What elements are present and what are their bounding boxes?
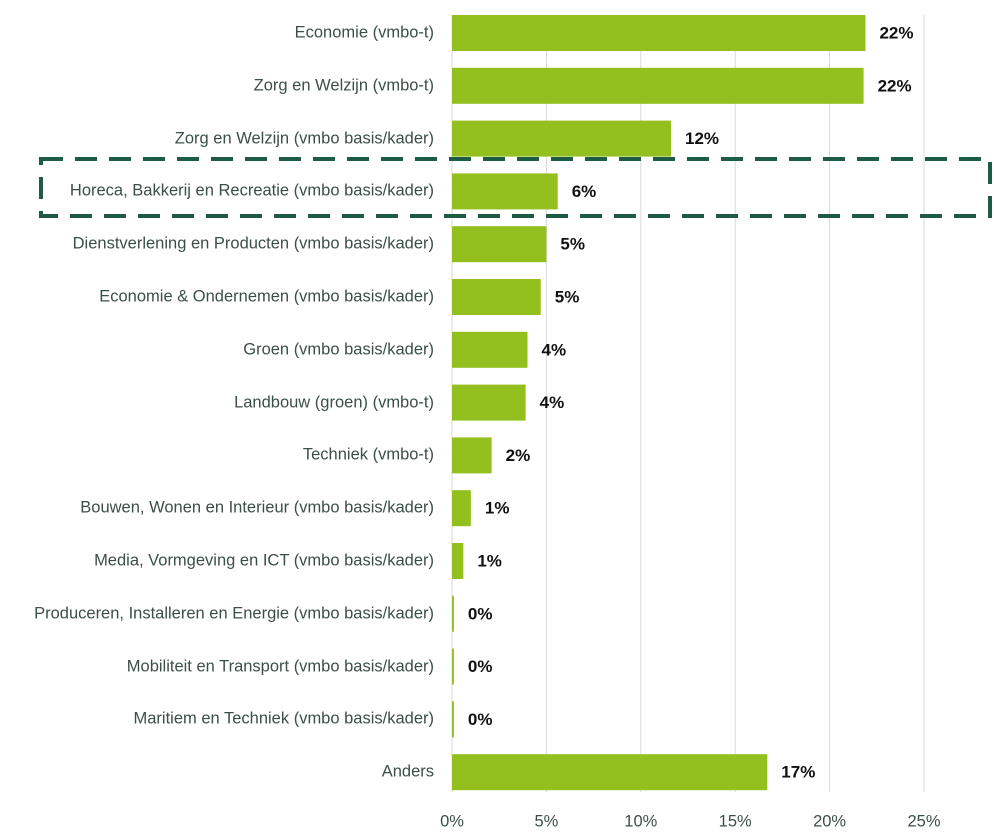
y-tick-label: Economie (vmbo-t) (294, 23, 434, 42)
bar (452, 490, 471, 527)
value-label: 0% (468, 657, 493, 676)
bar (452, 437, 492, 474)
y-tick-label: Horeca, Bakkerij en Recreatie (vmbo basi… (69, 181, 434, 200)
bar (452, 701, 454, 738)
y-tick-label: Bouwen, Wonen en Interieur (vmbo basis/k… (80, 498, 434, 517)
x-tick-label: 10% (624, 812, 657, 830)
bar (452, 595, 454, 632)
bar (452, 543, 464, 579)
y-tick-label: Landbouw (groen) (vmbo-t) (234, 393, 434, 412)
y-tick-label: Mobiliteit en Transport (vmbo basis/kade… (126, 657, 434, 676)
y-tick-label: Economie & Ondernemen (vmbo basis/kader) (99, 287, 434, 306)
y-tick-label: Media, Vormgeving en ICT (vmbo basis/kad… (94, 551, 434, 570)
x-tick-label: 5% (534, 812, 558, 830)
y-tick-label: Produceren, Installeren en Energie (vmbo… (34, 604, 434, 623)
value-label: 0% (468, 604, 493, 623)
value-label: 4% (542, 340, 567, 359)
value-label: 22% (879, 23, 913, 42)
bar (452, 331, 528, 368)
value-label: 2% (506, 446, 531, 465)
bar (452, 226, 547, 263)
x-tick-label: 25% (907, 812, 940, 830)
x-tick-label: 15% (719, 812, 752, 830)
bar (452, 67, 864, 104)
highlight-box (39, 157, 992, 218)
bar (452, 384, 526, 421)
y-tick-label: Zorg en Welzijn (vmbo-t) (253, 76, 434, 95)
value-label: 17% (781, 763, 815, 782)
x-tick-label: 20% (813, 812, 846, 830)
y-tick-label: Techniek (vmbo-t) (302, 445, 434, 464)
bar (452, 754, 768, 791)
value-label: 1% (485, 499, 510, 518)
bar (452, 648, 454, 685)
y-tick-label: Groen (vmbo basis/kader) (243, 340, 434, 359)
bar (452, 173, 558, 210)
value-label: 0% (468, 710, 493, 729)
y-tick-label: Maritiem en Techniek (vmbo basis/kader) (133, 709, 434, 728)
value-label: 5% (560, 235, 585, 254)
y-tick-label: Anders (381, 762, 434, 781)
value-label: 1% (477, 551, 502, 570)
value-label: 12% (685, 129, 719, 148)
x-tick-label: 0% (440, 812, 464, 830)
value-label: 5% (555, 287, 580, 306)
value-label: 22% (878, 76, 912, 95)
value-label: 6% (572, 182, 597, 201)
y-tick-label: Dienstverlening en Producten (vmbo basis… (72, 234, 434, 253)
y-tick-label: Zorg en Welzijn (vmbo basis/kader) (174, 129, 434, 148)
value-label: 4% (540, 393, 565, 412)
bar (452, 15, 866, 51)
bar (452, 120, 672, 157)
bar (452, 279, 541, 315)
